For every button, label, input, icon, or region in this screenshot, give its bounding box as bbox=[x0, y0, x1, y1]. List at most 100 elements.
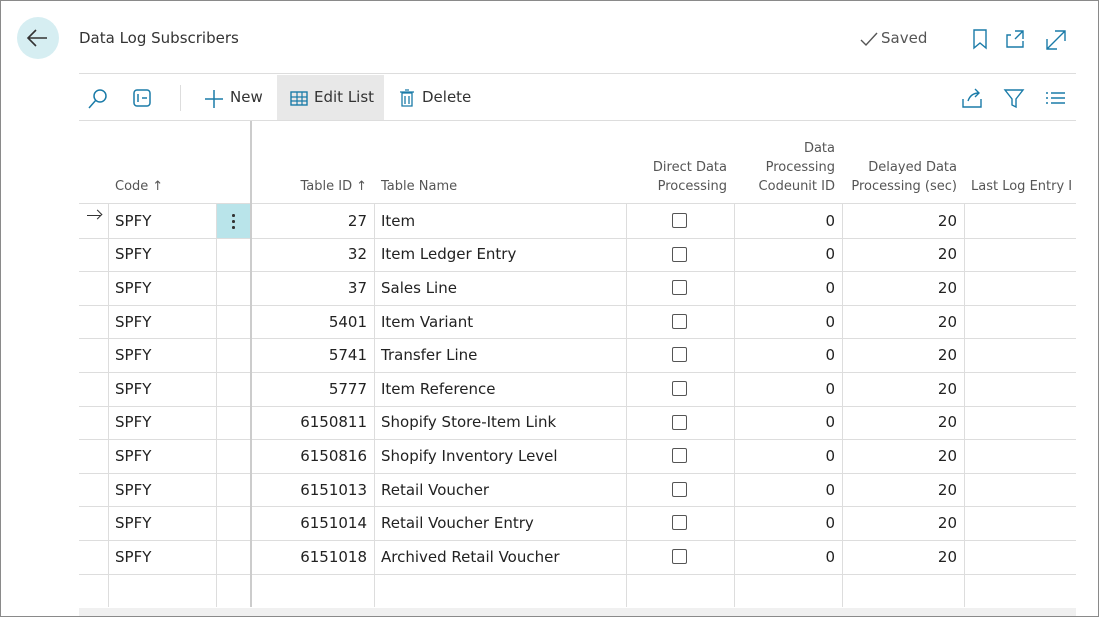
checkbox[interactable] bbox=[672, 213, 687, 228]
checkbox[interactable] bbox=[672, 448, 687, 464]
table-cell: Item Variant bbox=[381, 312, 474, 331]
row-divider bbox=[79, 271, 1076, 273]
table-cell: Sales Line bbox=[381, 278, 457, 297]
table-cell: 6150811 bbox=[300, 413, 367, 432]
table-cell: SPFY bbox=[115, 346, 152, 365]
row-divider bbox=[79, 237, 1076, 239]
toolbar-icons[interactable] bbox=[87, 87, 167, 111]
table-cell: 0 bbox=[825, 514, 835, 533]
menu-dot bbox=[232, 226, 235, 229]
column-header[interactable]: Code bbox=[108, 121, 216, 204]
table-cell: SPFY bbox=[115, 547, 152, 566]
new-icon bbox=[205, 90, 223, 108]
table-cell: 0 bbox=[825, 446, 835, 465]
checkbox[interactable] bbox=[672, 381, 687, 396]
row-divider bbox=[79, 439, 1076, 441]
column-header[interactable]: Delayed Data Processing (sec) bbox=[851, 160, 957, 194]
table-cell: 20 bbox=[937, 480, 957, 499]
table-cell: 0 bbox=[825, 346, 835, 365]
row-arrow-head bbox=[92, 209, 103, 220]
row-divider bbox=[79, 338, 1076, 340]
table-cell: Item bbox=[381, 211, 416, 230]
column-divider bbox=[626, 204, 627, 608]
checkbox[interactable] bbox=[672, 347, 687, 363]
table-cell: 0 bbox=[825, 245, 835, 264]
row-arrow bbox=[87, 215, 101, 217]
saved-status: Saved bbox=[881, 29, 928, 47]
checkbox[interactable] bbox=[672, 549, 687, 564]
table-cell: 20 bbox=[937, 446, 957, 465]
table-cell: 6151018 bbox=[300, 547, 367, 566]
row-divider bbox=[79, 304, 1076, 306]
column-divider bbox=[734, 204, 735, 608]
column-header[interactable]: Data Processing Codeunit ID bbox=[758, 141, 835, 194]
table-cell: Shopify Store-Item Link bbox=[381, 413, 557, 432]
page-actions[interactable] bbox=[969, 27, 1069, 51]
table-cell: 6150816 bbox=[300, 446, 367, 465]
divider bbox=[79, 73, 1076, 74]
table-cell: 0 bbox=[825, 547, 835, 566]
table-cell: SPFY bbox=[115, 278, 152, 297]
edit-list-button[interactable]: Edit List bbox=[314, 88, 375, 106]
edit-list-bg bbox=[277, 75, 384, 121]
table-cell: 0 bbox=[825, 480, 835, 499]
table-cell: 20 bbox=[937, 547, 957, 566]
table-cell: 0 bbox=[825, 379, 835, 398]
column-divider bbox=[374, 204, 375, 608]
table-cell: 20 bbox=[937, 379, 957, 398]
saved-icon bbox=[860, 32, 878, 47]
checkbox[interactable] bbox=[672, 414, 687, 430]
column-header[interactable]: Table Name bbox=[381, 179, 458, 194]
table-cell: 20 bbox=[937, 413, 957, 432]
row-divider bbox=[79, 472, 1076, 474]
column-header[interactable]: Direct Data Processing bbox=[652, 160, 727, 194]
table-cell: 0 bbox=[825, 312, 835, 331]
row-divider bbox=[79, 405, 1076, 407]
checkbox[interactable] bbox=[672, 515, 687, 531]
checkbox[interactable] bbox=[672, 246, 687, 262]
table-cell: 6151014 bbox=[300, 514, 367, 533]
delete-button[interactable]: Delete bbox=[422, 88, 472, 106]
column-divider bbox=[108, 204, 109, 608]
divider bbox=[79, 120, 1076, 121]
divider bbox=[180, 85, 181, 111]
table-cell: Item Ledger Entry bbox=[381, 245, 517, 264]
divider bbox=[79, 203, 1076, 204]
checkbox[interactable] bbox=[672, 313, 687, 329]
frozen-divider bbox=[250, 121, 252, 608]
column-header[interactable]: Table ID bbox=[251, 121, 374, 204]
table-cell: 5777 bbox=[328, 379, 367, 398]
toolbar-right-icons[interactable] bbox=[961, 87, 1067, 111]
table-cell: 20 bbox=[937, 245, 957, 264]
column-header[interactable]: Last Log Entry I bbox=[971, 179, 1073, 194]
menu-dot bbox=[232, 220, 235, 223]
table-cell: 20 bbox=[937, 346, 957, 365]
table-cell: Transfer Line bbox=[381, 346, 478, 365]
checkbox[interactable] bbox=[672, 481, 687, 497]
back-button[interactable] bbox=[17, 17, 59, 59]
table-cell: 32 bbox=[347, 245, 367, 264]
table-cell: Archived Retail Voucher bbox=[381, 547, 560, 566]
table-cell: 20 bbox=[937, 278, 957, 297]
table-cell: SPFY bbox=[115, 413, 152, 432]
edit-list-icon bbox=[290, 91, 308, 106]
table-cell: SPFY bbox=[115, 514, 152, 533]
table-cell: SPFY bbox=[115, 312, 152, 331]
table-cell: 20 bbox=[937, 514, 957, 533]
table-cell: 5401 bbox=[328, 312, 367, 331]
scrollbar bbox=[79, 608, 1076, 616]
delete-icon bbox=[400, 89, 414, 107]
table-cell: SPFY bbox=[115, 245, 152, 264]
page-title: Data Log Subscribers bbox=[79, 29, 239, 47]
row-divider bbox=[79, 372, 1076, 373]
table-cell: 20 bbox=[937, 211, 957, 230]
table-cell: 0 bbox=[825, 413, 835, 432]
menu-dot bbox=[232, 214, 235, 217]
table-cell: 0 bbox=[825, 211, 835, 230]
column-divider bbox=[842, 204, 843, 608]
checkbox[interactable] bbox=[672, 280, 687, 296]
table-cell: 27 bbox=[347, 211, 367, 230]
new-button[interactable]: New bbox=[230, 88, 263, 106]
table-cell: Item Reference bbox=[381, 379, 496, 398]
